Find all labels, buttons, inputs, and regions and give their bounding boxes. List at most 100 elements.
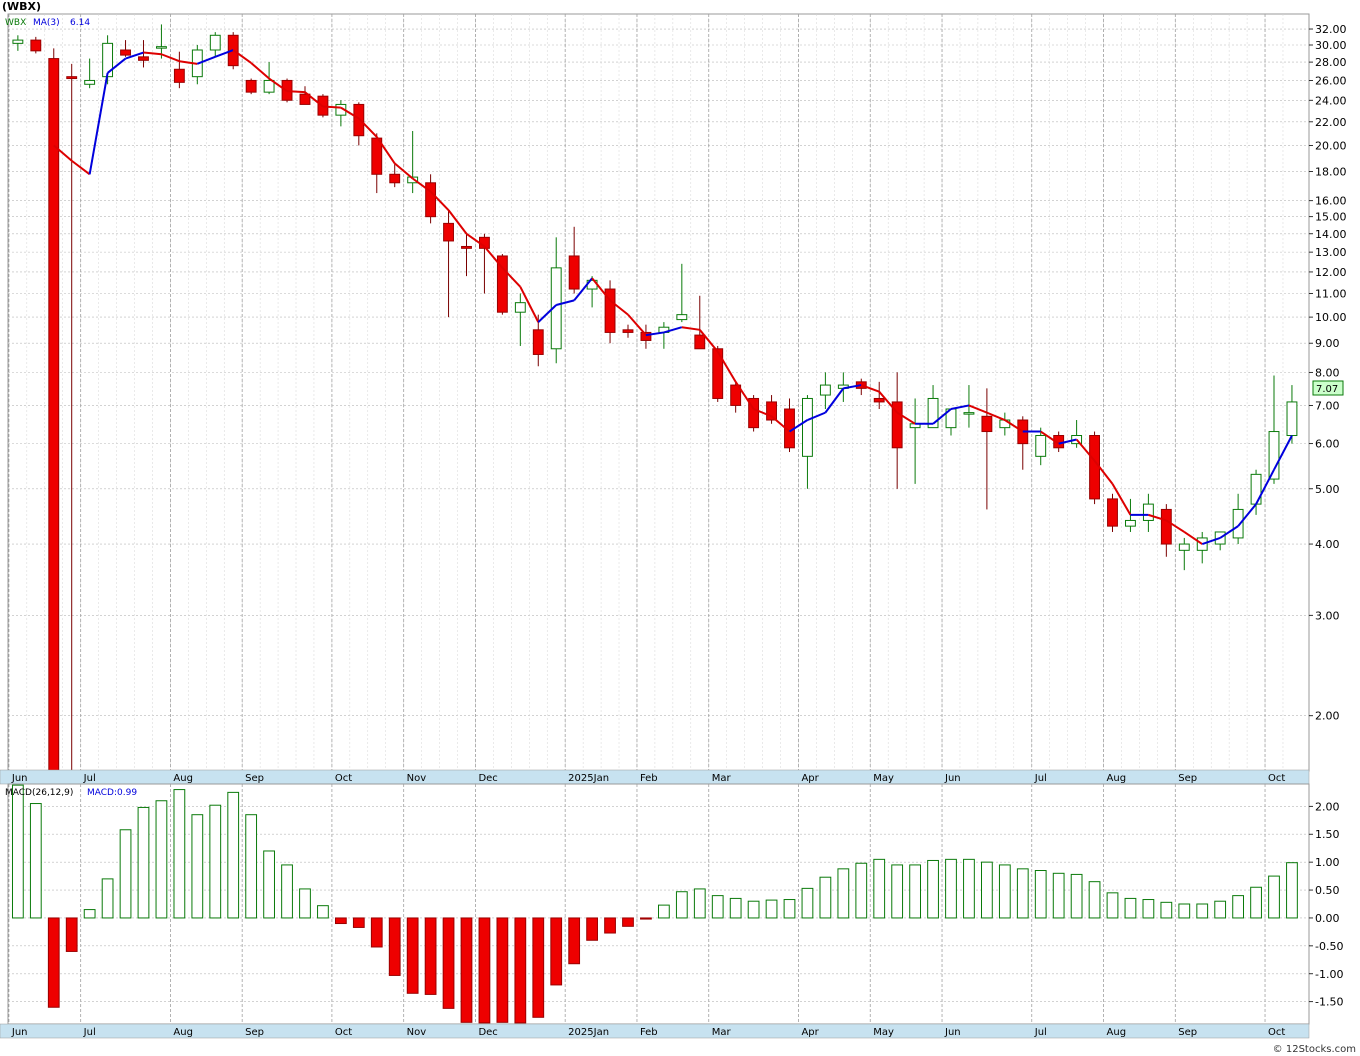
macd-bar xyxy=(460,917,473,1023)
price-x-label: Dec xyxy=(478,773,497,784)
ma-segment xyxy=(179,60,198,65)
macd-bar xyxy=(155,800,168,919)
candle xyxy=(712,345,724,402)
ma-segment xyxy=(878,391,898,414)
candle xyxy=(694,295,706,350)
ma-segment xyxy=(896,411,916,425)
ma-segment xyxy=(734,381,755,410)
macd-x-label: Jun xyxy=(944,1027,961,1038)
candle-body xyxy=(1286,401,1298,437)
macd-bar xyxy=(227,791,240,919)
candle-body xyxy=(981,415,993,433)
candle-body xyxy=(120,49,131,56)
macd-bar xyxy=(83,909,96,919)
macd-bar xyxy=(352,917,365,928)
last-price-label: 7.07 xyxy=(1316,384,1338,395)
candle-body xyxy=(12,39,24,44)
candle xyxy=(1160,504,1172,557)
ma-segment xyxy=(950,404,970,410)
ma-segment xyxy=(106,57,127,74)
candle xyxy=(676,263,688,323)
candle-body xyxy=(568,255,580,290)
macd-tick-label: -1.50 xyxy=(1315,996,1343,1009)
macd-bar xyxy=(945,858,957,919)
watermark: © 12Stocks.com xyxy=(1273,1044,1356,1055)
macd-bar xyxy=(891,864,904,919)
ma-segment xyxy=(609,299,629,316)
ma-segment xyxy=(483,245,504,269)
candle xyxy=(1196,531,1208,564)
candle-body xyxy=(1268,431,1280,480)
candle xyxy=(425,174,437,224)
price-tick-label: 13.00 xyxy=(1315,246,1347,259)
macd-x-label: Oct xyxy=(1268,1027,1285,1038)
price-tick-label: 24.00 xyxy=(1315,94,1347,107)
candle xyxy=(138,40,149,68)
ma-segment xyxy=(1183,531,1203,545)
candle xyxy=(1268,375,1280,484)
price-x-label: Jul xyxy=(83,773,96,784)
price-tick-label: 18.00 xyxy=(1315,166,1347,179)
candle xyxy=(1286,385,1298,444)
candle-body xyxy=(1232,508,1244,539)
macd-bar xyxy=(586,917,598,941)
candle-body xyxy=(550,267,562,350)
candle xyxy=(1107,493,1118,532)
macd-bar xyxy=(640,917,652,920)
candle xyxy=(407,130,419,194)
macd-tick-label: -1.00 xyxy=(1315,968,1343,981)
macd-bar xyxy=(998,864,1011,919)
ma-segment xyxy=(1075,438,1096,462)
macd-bar xyxy=(837,868,850,919)
macd-tick-label: 1.50 xyxy=(1315,828,1340,841)
candle xyxy=(120,40,131,57)
candle xyxy=(245,78,257,95)
candle xyxy=(496,254,508,315)
candle-body xyxy=(640,331,652,341)
legend-symbol: WBX xyxy=(5,18,26,28)
ma-segment xyxy=(716,351,737,383)
candle-body xyxy=(1089,435,1100,500)
candle xyxy=(532,314,544,367)
ma-segment xyxy=(304,91,324,108)
candle xyxy=(766,395,777,424)
ma-segment xyxy=(807,411,826,421)
candle-body xyxy=(676,314,688,321)
macd-x-label: Aug xyxy=(1107,1027,1127,1038)
macd-y-axis: -1.50 -1.00 -0.50 0.00 0.50 1.00 1.50 2.00 xyxy=(1309,800,1343,1009)
macd-bar xyxy=(1232,895,1245,919)
macd-bar xyxy=(1160,901,1173,919)
macd-x-label: Mar xyxy=(712,1027,732,1038)
ma-segment xyxy=(1273,435,1293,471)
candle-body xyxy=(1142,503,1154,521)
candle xyxy=(84,58,96,89)
candle-body xyxy=(514,302,526,313)
candle xyxy=(48,48,60,772)
candle xyxy=(443,210,454,318)
candle-body xyxy=(407,176,419,184)
macd-bar xyxy=(209,804,222,919)
macd-x-label: 2025Jan xyxy=(568,1027,609,1038)
candle-body xyxy=(209,34,221,51)
chart-title: (WBX) xyxy=(2,0,41,13)
macd-bar xyxy=(981,861,993,919)
candle xyxy=(12,35,24,51)
macd-bar xyxy=(909,864,921,919)
ma-segment xyxy=(555,299,575,306)
candle xyxy=(155,24,167,59)
macd-tick-label: 0.50 xyxy=(1315,884,1340,897)
candle-body xyxy=(730,384,742,406)
ma-segment xyxy=(968,404,988,414)
candle-body xyxy=(712,348,724,399)
macd-x-label: Aug xyxy=(173,1027,193,1038)
candle-body xyxy=(963,412,975,415)
ma-segment xyxy=(1165,519,1185,533)
macd-bar xyxy=(622,917,634,927)
macd-bar xyxy=(1106,892,1119,919)
macd-bar xyxy=(101,878,114,919)
candle-body xyxy=(299,93,311,105)
price-x-label: Jun xyxy=(944,773,961,784)
price-x-label: Jun xyxy=(11,773,28,784)
candle-body xyxy=(604,288,616,333)
candle-body xyxy=(443,222,454,242)
